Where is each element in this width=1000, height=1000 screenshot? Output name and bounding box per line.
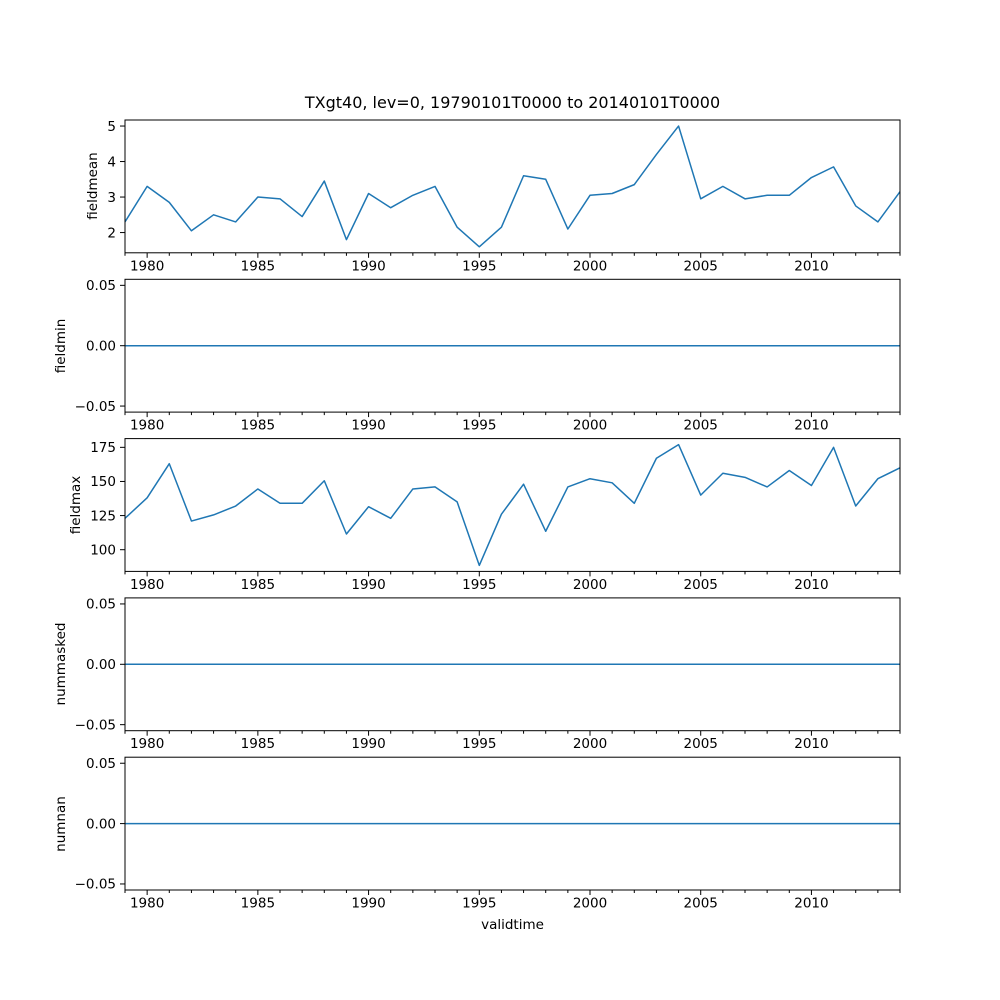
x-tick-label: 2010 bbox=[794, 577, 828, 593]
y-tick-label: 0.00 bbox=[86, 338, 116, 354]
x-tick-label: 2005 bbox=[684, 418, 718, 434]
x-tick-label: 2010 bbox=[794, 418, 828, 434]
x-tick-label: 2005 bbox=[684, 736, 718, 752]
axes-spines bbox=[124, 119, 901, 254]
subplot-nummasked: 1980 1985 1990 1995 2000 2005 2010 −0.05 0.00 0.0… bbox=[75, 597, 901, 752]
x-tick-label: 1980 bbox=[130, 577, 164, 593]
y-tick-label: 100 bbox=[90, 542, 116, 558]
x-tick-label: 2000 bbox=[573, 577, 607, 593]
x-tick-label: 2005 bbox=[684, 258, 718, 274]
x-tick-label: 1985 bbox=[241, 896, 275, 912]
y-tick-label: 0.05 bbox=[86, 597, 116, 613]
x-tick-label: 1990 bbox=[351, 736, 385, 752]
y-tick-label: −0.05 bbox=[75, 877, 116, 893]
x-tick-label: 2010 bbox=[794, 896, 828, 912]
x-tick-label: 1995 bbox=[462, 896, 496, 912]
y-axis-label-nummasked: nummasked bbox=[52, 622, 69, 706]
x-tick-label: 1990 bbox=[351, 258, 385, 274]
x-tick-label: 1985 bbox=[241, 736, 275, 752]
x-tick-label: 2000 bbox=[573, 418, 607, 434]
y-tick-label: 0.05 bbox=[86, 278, 116, 294]
y-tick-label: 5 bbox=[107, 119, 116, 135]
x-tick-label: 1980 bbox=[130, 896, 164, 912]
y-axis-label-fieldmean: fieldmean bbox=[85, 152, 102, 221]
x-tick-label: 2000 bbox=[573, 896, 607, 912]
axes-spines bbox=[124, 438, 901, 572]
x-tick-label: 2000 bbox=[573, 258, 607, 274]
x-tick-label: 1990 bbox=[351, 896, 385, 912]
y-tick-label: 150 bbox=[90, 474, 116, 490]
y-tick-label: 125 bbox=[90, 508, 116, 524]
x-tick-label: 1995 bbox=[462, 418, 496, 434]
y-tick-label: 3 bbox=[107, 190, 116, 206]
y-tick-label: 2 bbox=[107, 225, 116, 241]
subplot-fieldmax: 1980 1985 1990 1995 2000 2005 2010 100 125 150 175 bbox=[90, 438, 901, 593]
x-tick-label: 1980 bbox=[130, 258, 164, 274]
subplot-numnan: 1980 1985 1990 1995 2000 2005 2010 −0.05 0.00 0.0… bbox=[75, 756, 901, 912]
y-axis-label-fieldmin: fieldmin bbox=[52, 318, 69, 373]
x-tick-label: 2005 bbox=[684, 896, 718, 912]
y-tick-label: 0.00 bbox=[86, 657, 116, 673]
y-tick-label: −0.05 bbox=[75, 399, 116, 415]
x-axis-label: validtime bbox=[481, 917, 544, 933]
x-tick-label: 1990 bbox=[351, 577, 385, 593]
x-tick-label: 1980 bbox=[130, 418, 164, 434]
data-line-fieldmean bbox=[124, 125, 901, 248]
subplot-fieldmin: 1980 1985 1990 1995 2000 2005 2010 −0.05 0.00 0.0… bbox=[75, 278, 901, 434]
x-tick-label: 1980 bbox=[130, 736, 164, 752]
x-tick-label: 1985 bbox=[241, 577, 275, 593]
x-tick-label: 1985 bbox=[241, 258, 275, 274]
data-line-fieldmax bbox=[124, 443, 901, 567]
subplot-fieldmean: 1980 1985 1990 1995 2000 2005 2010 2 3 4 5 bbox=[107, 119, 901, 274]
y-tick-label: 4 bbox=[107, 154, 116, 170]
y-axis-label-numnan: numnan bbox=[52, 795, 69, 852]
y-tick-label: −0.05 bbox=[75, 717, 116, 733]
y-tick-label: 175 bbox=[90, 440, 116, 456]
x-tick-label: 1985 bbox=[241, 418, 275, 434]
x-tick-label: 2010 bbox=[794, 258, 828, 274]
y-axis-label-fieldmax: fieldmax bbox=[68, 475, 85, 535]
x-tick-label: 2000 bbox=[573, 736, 607, 752]
x-tick-label: 1995 bbox=[462, 736, 496, 752]
x-tick-label: 2005 bbox=[684, 577, 718, 593]
y-tick-label: 0.05 bbox=[86, 756, 116, 772]
x-tick-label: 1990 bbox=[351, 418, 385, 434]
x-tick-label: 1995 bbox=[462, 258, 496, 274]
chart-title: TXgt40, lev=0, 19790101T0000 to 20140101… bbox=[304, 93, 721, 112]
x-tick-label: 2010 bbox=[794, 736, 828, 752]
y-tick-label: 0.00 bbox=[86, 816, 116, 832]
x-tick-label: 1995 bbox=[462, 577, 496, 593]
